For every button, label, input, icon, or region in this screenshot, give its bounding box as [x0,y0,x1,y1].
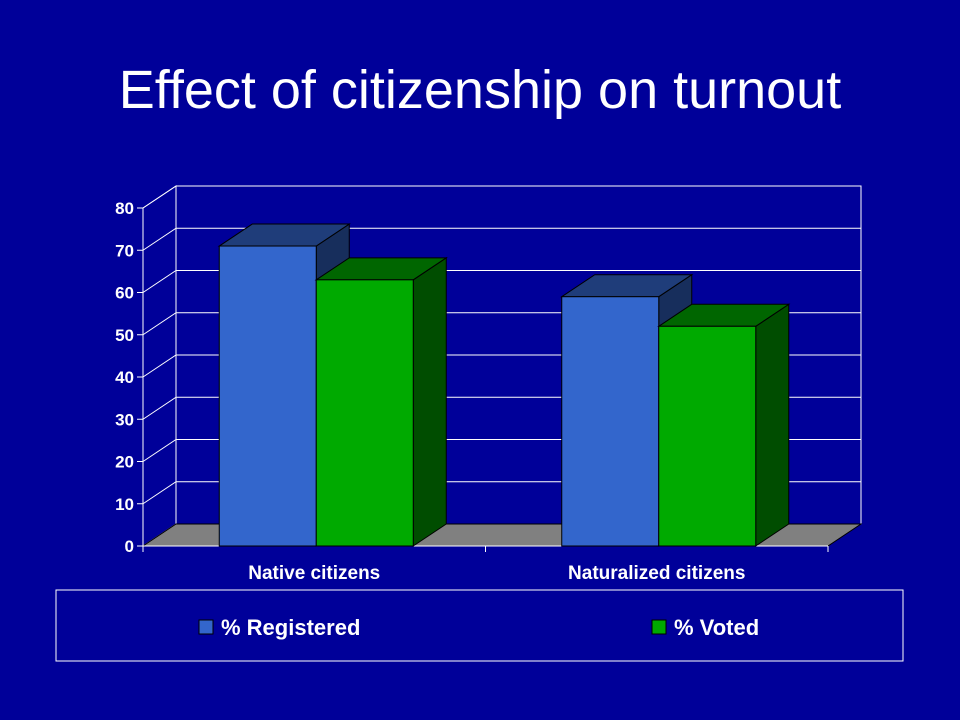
bar-side [755,303,790,547]
bar-front [315,279,414,547]
bar-front [658,325,757,547]
y-tick-label: 60 [115,284,134,303]
y-tick-label: 30 [115,410,134,429]
y-tick-label: 50 [115,326,134,345]
x-category-labels: Native citizens Naturalized citizens [248,563,745,584]
y-tick-labels: 0 10 20 30 40 50 60 70 80 [115,199,134,556]
x-category-label: Native citizens [248,563,380,584]
gridline [142,227,861,251]
y-tick-label: 40 [115,368,134,387]
legend-box [55,589,904,662]
legend-swatch [651,619,667,635]
legend-label: % Registered [221,615,360,640]
y-tick-label: 20 [115,453,134,472]
bar-front [218,245,317,547]
slide-title: Effect of citizenship on turnout [118,60,842,120]
y-tick-label: 80 [115,199,134,218]
y-tick-label: 0 [125,537,134,556]
y-tick-label: 10 [115,495,134,514]
x-category-label: Naturalized citizens [568,563,745,584]
legend: % Registered % Voted [55,589,904,662]
bars [217,223,791,547]
bar-front [561,296,660,547]
legend-label: % Voted [674,615,759,640]
bar-voted [314,256,448,547]
bar-side [412,256,447,547]
legend-swatch [198,619,214,635]
bar-voted [657,303,791,547]
gridline [142,270,861,293]
gridline [142,185,861,209]
y-tick-label: 70 [115,241,134,260]
